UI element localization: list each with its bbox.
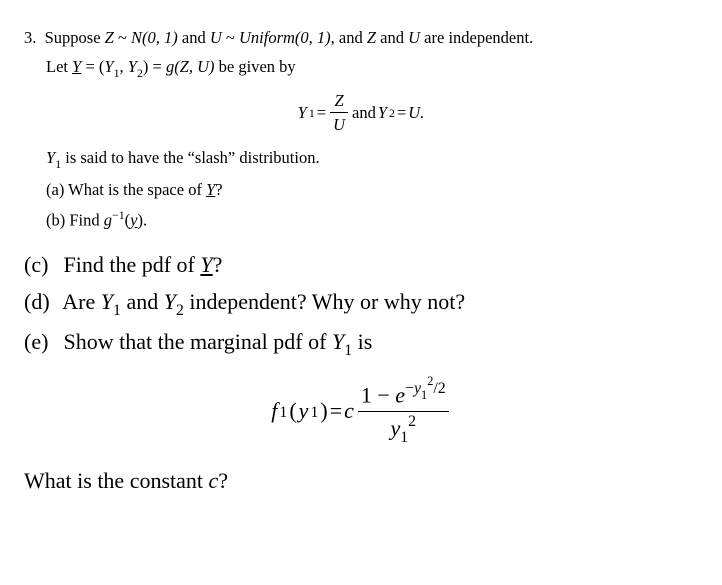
vec-y: Y [72, 57, 81, 76]
txt: = [397, 101, 406, 124]
txt: Suppose [45, 28, 105, 47]
txt: ). [137, 211, 147, 230]
dist-n: N(0, 1) [131, 28, 178, 47]
txt: , and [331, 28, 367, 47]
fn-f: f [271, 396, 277, 427]
var-y1: Y [46, 148, 55, 167]
dist-uniform: Uniform(0, 1) [239, 28, 331, 47]
equation-marginal-pdf: f1(y1) = c 1 − e−y12/2 y12 [24, 376, 698, 448]
txt: and [121, 289, 164, 314]
slash-note: Y1 is said to have the “slash” distribut… [24, 146, 698, 172]
label-d: (d) [24, 287, 58, 318]
vec-y: Y [200, 252, 212, 277]
sq: 2 [427, 374, 433, 388]
txt: = [330, 396, 342, 427]
txt: independent? Why or why not? [184, 289, 465, 314]
var-y1: Y [101, 289, 113, 314]
var-y2: Y [128, 57, 137, 76]
problem-number: 3. [24, 28, 36, 47]
txt: ~ [114, 28, 131, 47]
txt: What is the constant [24, 468, 209, 493]
problem-stem-line2: Let Y = (Y1, Y2) = g(Z, U) be given by [24, 55, 698, 81]
exp-neg1: −1 [112, 208, 125, 222]
part-a: (a) What is the space of Y? [24, 178, 698, 201]
txt: are independent. [420, 28, 533, 47]
var-y1-lower: y [390, 415, 400, 440]
var-y1-lower: y [414, 380, 421, 397]
txt: and [178, 28, 210, 47]
part-e: (e) Show that the marginal pdf of Y1 is [24, 327, 698, 362]
txt: Are [58, 289, 101, 314]
txt: is said to have the “slash” distribution… [61, 148, 319, 167]
var-z: Z [105, 28, 114, 47]
txt: ? [215, 180, 222, 199]
var-u: U. [408, 101, 424, 124]
txt: Find the pdf of [58, 252, 200, 277]
var-y1-lower: y [299, 396, 309, 427]
fn-g: g [104, 211, 112, 230]
txt: ( [289, 396, 296, 427]
final-question: What is the constant c? [24, 466, 698, 497]
part-c: (c) Find the pdf of Y? [24, 250, 698, 281]
txt: Find [65, 211, 104, 230]
vec-y: Y [206, 180, 215, 199]
txt: , [120, 57, 128, 76]
const-e: e [395, 382, 405, 407]
neg: − [405, 380, 414, 397]
txt: = [317, 101, 326, 124]
part-b: (b) Find g−1(y). [24, 207, 698, 232]
fn-g: g(Z, U) [166, 57, 215, 76]
const-c: c [209, 468, 219, 493]
den-u: U [330, 112, 348, 136]
const-c: c [344, 396, 354, 427]
txt: ~ [222, 28, 239, 47]
sq: 2 [408, 413, 416, 430]
fraction-zu: Z U [330, 89, 348, 136]
var-u: U [408, 28, 420, 47]
txt: ? [218, 468, 228, 493]
var-u: U [210, 28, 222, 47]
part-d: (d) Are Y1 and Y2 independent? Why or wh… [24, 287, 698, 322]
txt: ) = [143, 57, 166, 76]
txt: be given by [215, 57, 296, 76]
label-c: (c) [24, 250, 58, 281]
label-a: (a) [46, 180, 64, 199]
txt: /2 [433, 380, 445, 397]
txt: ) [320, 396, 327, 427]
var-z: Z [367, 28, 376, 47]
var-y1: Y [332, 329, 344, 354]
var-y2: Y [378, 101, 387, 124]
label-e: (e) [24, 327, 58, 358]
var-y2: Y [164, 289, 176, 314]
txt: and [352, 101, 376, 124]
txt: What is the space of [64, 180, 206, 199]
num-z: Z [330, 89, 348, 112]
problem-stem-line1: 3. Suppose Z ~ N(0, 1) and U ~ Uniform(0… [24, 26, 698, 49]
txt: ? [213, 252, 223, 277]
var-y1: Y [104, 57, 113, 76]
txt: 1 − [361, 382, 395, 407]
equation-definition: Y1 = Z U and Y2 = U. [24, 89, 698, 136]
txt: Let [46, 57, 72, 76]
var-y1: Y [298, 101, 307, 124]
txt: and [376, 28, 408, 47]
txt: is [352, 329, 372, 354]
txt: = ( [81, 57, 104, 76]
fraction-pdf: 1 − e−y12/2 y12 [358, 376, 449, 448]
txt: Show that the marginal pdf of [58, 329, 332, 354]
label-b: (b) [46, 211, 65, 230]
